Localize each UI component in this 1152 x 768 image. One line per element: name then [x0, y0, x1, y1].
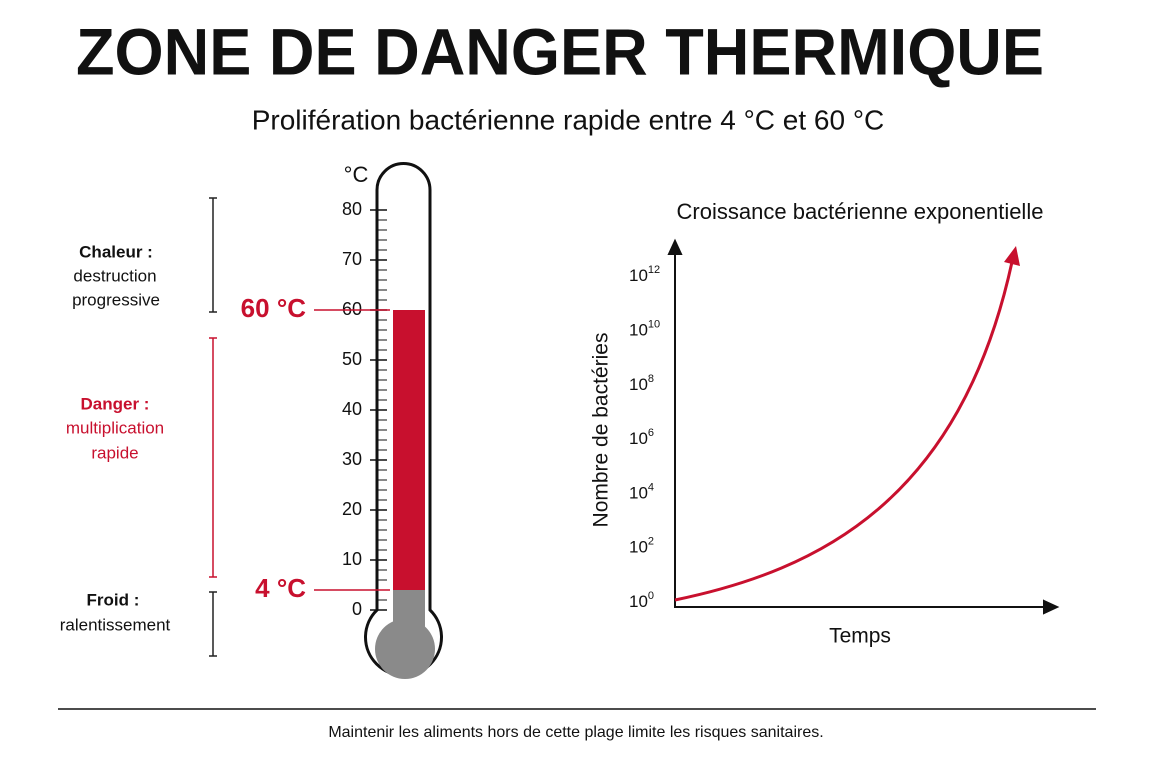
y-tick-label: 102 — [629, 536, 654, 558]
tick-exponent: 12 — [648, 264, 660, 276]
zone-brackets — [209, 197, 217, 657]
tick-base: 10 — [629, 484, 648, 503]
title: ZONE DE DANGER THERMIQUE — [76, 14, 1044, 88]
bracket-heat — [209, 197, 217, 313]
zone-text: multiplication — [66, 418, 164, 437]
bracket-cold — [209, 591, 217, 657]
y-tick-label: 100 — [629, 590, 654, 612]
x-axis-label: Temps — [829, 625, 891, 648]
subtitle: Prolifération bactérienne rapide entre 4… — [252, 104, 885, 135]
tick-label: 50 — [342, 349, 362, 369]
y-tick-label: 104 — [629, 481, 654, 503]
tick-exponent: 6 — [648, 427, 654, 439]
tick-base: 10 — [629, 321, 648, 340]
marker-label: 4 °C — [255, 573, 306, 603]
tick-exponent: 10 — [648, 318, 660, 330]
y-arrow — [667, 238, 683, 255]
tick-label: 40 — [342, 399, 362, 419]
tick-label: 80 — [342, 199, 362, 219]
zone-title: Danger : — [81, 394, 150, 413]
x-arrow — [1043, 599, 1060, 615]
bracket-danger — [209, 337, 217, 578]
marker-label: 60 °C — [241, 293, 307, 323]
tick-label: 60 — [342, 299, 362, 319]
growth-curve — [674, 261, 1014, 602]
tick-label: 30 — [342, 449, 362, 469]
chart-title: Croissance bactérienne exponentielle — [677, 199, 1044, 224]
tick-exponent: 4 — [648, 481, 654, 493]
zone-title: Chaleur : — [79, 242, 153, 261]
tick-exponent: 2 — [648, 536, 654, 548]
zone-title: Froid : — [87, 590, 140, 609]
y-tick-label: 1012 — [629, 264, 660, 286]
y-axis-label: Nombre de bactéries — [590, 333, 613, 528]
thermometer-scale: 0 10 20 30 40 50 60 70 80 60 °C 4 °C — [241, 199, 425, 645]
tick-base: 10 — [629, 375, 648, 394]
tick-label: 70 — [342, 249, 362, 269]
tick-exponent: 8 — [648, 373, 654, 385]
curve-arrow — [1004, 246, 1020, 266]
tick-base: 10 — [629, 592, 648, 611]
zone-text: destruction — [73, 266, 156, 285]
footer-note: Maintenir les aliments hors de cette pla… — [328, 724, 823, 741]
zone-text: progressive — [72, 290, 160, 309]
tick-base: 10 — [629, 267, 648, 286]
y-tick-label: 106 — [629, 427, 654, 449]
tick-label: 0 — [352, 599, 362, 619]
tick-label: 20 — [342, 499, 362, 519]
cold-fill — [393, 590, 425, 645]
y-tick-label: 1010 — [629, 318, 660, 340]
tick-base: 10 — [629, 538, 648, 557]
tick-label: 10 — [342, 549, 362, 569]
zone-text: ralentissement — [60, 615, 171, 634]
tick-exponent: 0 — [648, 590, 654, 602]
tick-base: 10 — [629, 430, 648, 449]
danger-fill — [393, 310, 425, 590]
unit-label: °C — [344, 162, 369, 187]
y-tick-label: 108 — [629, 373, 654, 395]
zone-text: rapide — [91, 443, 138, 462]
